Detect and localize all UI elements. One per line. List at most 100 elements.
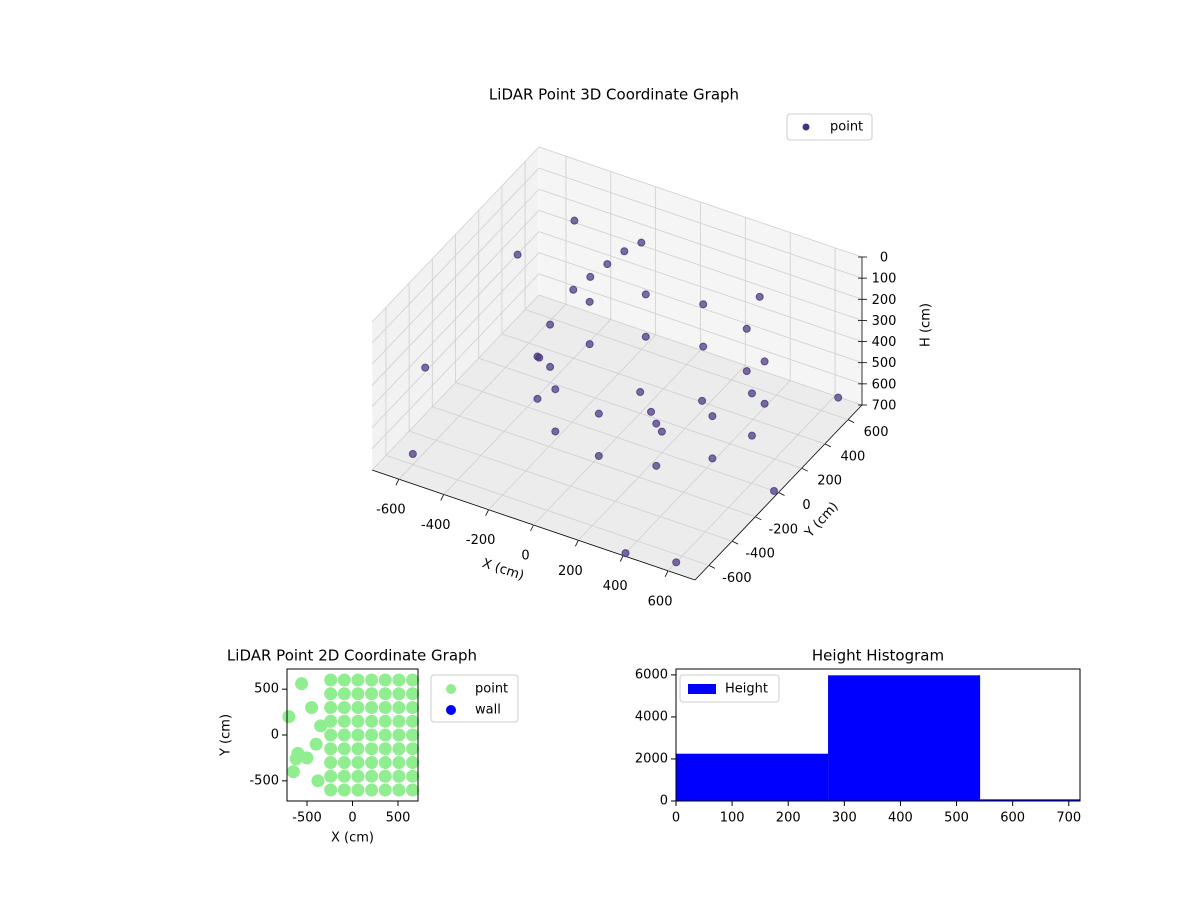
point bbox=[365, 769, 379, 783]
point bbox=[365, 756, 379, 769]
point bbox=[378, 714, 392, 728]
point bbox=[620, 247, 629, 256]
point bbox=[742, 367, 751, 376]
grid-line bbox=[524, 309, 849, 420]
point bbox=[324, 769, 338, 783]
point bbox=[698, 396, 707, 405]
grid-line bbox=[371, 189, 540, 365]
point bbox=[309, 737, 323, 751]
legend-label: point bbox=[475, 682, 508, 697]
tick-mark bbox=[731, 540, 739, 545]
point bbox=[637, 238, 646, 247]
point bbox=[365, 714, 379, 728]
grid-line bbox=[371, 294, 540, 471]
point bbox=[603, 260, 612, 269]
point bbox=[365, 728, 379, 742]
point bbox=[324, 756, 338, 769]
grid-line bbox=[538, 231, 863, 342]
chart-title: LiDAR Point 2D Coordinate Graph bbox=[227, 647, 477, 665]
point bbox=[652, 461, 661, 470]
tick-mark bbox=[485, 509, 489, 516]
grid-line bbox=[538, 252, 863, 364]
point bbox=[286, 765, 300, 779]
point bbox=[351, 769, 365, 783]
z-tick-label: 500 bbox=[872, 356, 897, 371]
x-tick-label: -500 bbox=[292, 811, 322, 826]
point bbox=[378, 769, 392, 783]
point bbox=[755, 292, 764, 301]
x-tick-label: 100 bbox=[720, 811, 745, 826]
y-tick-label: 0 bbox=[802, 498, 810, 513]
point bbox=[586, 272, 595, 281]
grid-line bbox=[371, 146, 540, 323]
tick-mark bbox=[664, 570, 669, 578]
point bbox=[641, 290, 650, 299]
point bbox=[747, 389, 756, 398]
point bbox=[337, 756, 351, 769]
point bbox=[392, 714, 406, 728]
point bbox=[378, 701, 392, 714]
legend-label: wall bbox=[475, 703, 501, 718]
tick-mark bbox=[575, 540, 579, 547]
point bbox=[408, 450, 417, 459]
y-tick-label: -500 bbox=[249, 773, 279, 788]
y-tick-label: 0 bbox=[660, 794, 668, 809]
point bbox=[337, 687, 351, 701]
x-tick-label: 400 bbox=[603, 579, 628, 594]
point bbox=[337, 728, 351, 742]
point bbox=[378, 783, 392, 797]
y-tick-label: 400 bbox=[840, 449, 865, 464]
point bbox=[569, 285, 578, 294]
z-tick-label: 400 bbox=[872, 335, 897, 350]
point bbox=[406, 769, 420, 783]
point bbox=[699, 300, 708, 309]
tick-mark bbox=[619, 555, 624, 562]
point bbox=[365, 783, 379, 797]
x-tick-label: 0 bbox=[348, 811, 356, 826]
point bbox=[282, 710, 296, 724]
legend-box bbox=[430, 674, 519, 723]
x-tick-label: 500 bbox=[386, 811, 411, 826]
z-tick-label: 0 bbox=[880, 251, 888, 266]
point bbox=[365, 687, 379, 701]
point bbox=[337, 742, 351, 756]
y-tick-label: -200 bbox=[769, 522, 799, 537]
point bbox=[378, 673, 392, 687]
point bbox=[546, 320, 555, 329]
z-tick-label: 300 bbox=[872, 314, 897, 329]
grid-line bbox=[371, 167, 540, 344]
point bbox=[392, 742, 406, 756]
point bbox=[378, 728, 392, 742]
tick-mark bbox=[755, 516, 762, 521]
tick-mark bbox=[530, 524, 534, 532]
axes-frame bbox=[675, 668, 1081, 802]
grid-line bbox=[538, 273, 863, 385]
point bbox=[392, 701, 406, 714]
point bbox=[378, 687, 392, 701]
point bbox=[314, 719, 328, 733]
point bbox=[324, 673, 338, 687]
grid-line bbox=[538, 294, 863, 406]
point bbox=[770, 486, 779, 495]
point bbox=[421, 363, 430, 372]
grid-line bbox=[455, 382, 779, 493]
point bbox=[324, 687, 338, 701]
tick-mark bbox=[395, 478, 400, 486]
x-tick-label: 300 bbox=[832, 811, 857, 826]
y-tick-label: 6000 bbox=[635, 667, 668, 682]
point bbox=[570, 216, 579, 225]
point bbox=[351, 742, 365, 756]
grid-line bbox=[408, 430, 733, 542]
point bbox=[351, 714, 365, 728]
y-tick-label: -400 bbox=[745, 547, 775, 562]
point bbox=[406, 673, 420, 687]
y-tick-label: 500 bbox=[254, 682, 279, 697]
legend-marker bbox=[446, 705, 456, 715]
point bbox=[392, 687, 406, 701]
z-tick-label: 200 bbox=[872, 293, 897, 308]
tick-mark bbox=[801, 467, 808, 472]
tick-mark bbox=[708, 565, 716, 569]
point bbox=[594, 409, 603, 418]
y-tick-label: 4000 bbox=[635, 709, 668, 724]
